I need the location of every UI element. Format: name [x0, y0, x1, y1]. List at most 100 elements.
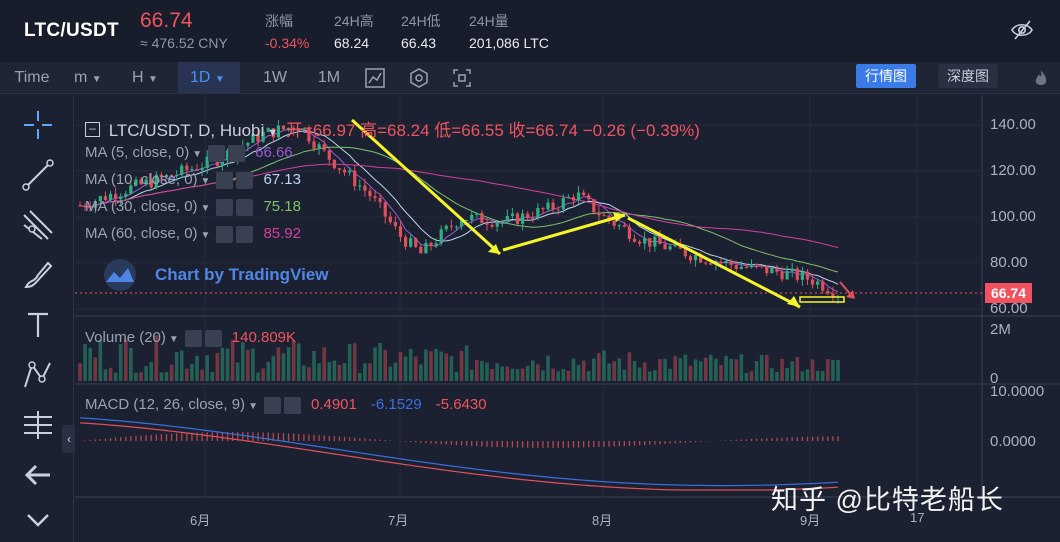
volume-bar [154, 335, 159, 381]
settings-gear-icon[interactable] [216, 198, 234, 216]
macd-signal-value: -6.1529 [370, 396, 422, 413]
candle-body [795, 268, 799, 280]
candle-body [200, 167, 204, 171]
volume-bar [179, 350, 184, 381]
volume-bar [490, 368, 494, 381]
candle-body [251, 134, 255, 143]
close-icon[interactable] [236, 225, 254, 243]
volume-tick: 2M [990, 321, 1011, 338]
candle-body [144, 179, 148, 185]
ma5-value: 66.66 [255, 144, 293, 161]
back-arrow-icon[interactable] [20, 457, 56, 493]
volume-bar [729, 358, 733, 381]
volume-bar [220, 347, 225, 381]
candle-body [368, 190, 372, 197]
settings-gear-icon[interactable] [263, 396, 281, 414]
candle-body [439, 229, 443, 244]
hide-eye-icon[interactable] [1010, 18, 1034, 42]
volume-bar [230, 339, 235, 381]
interval-minutes[interactable]: m ▼ [64, 62, 110, 93]
collapse-sidebar-button[interactable]: ‹ [62, 425, 76, 453]
measure-tool-icon[interactable] [20, 407, 56, 443]
volume-bar [520, 368, 525, 381]
volume-bar [205, 355, 209, 381]
volume-bar [103, 369, 108, 381]
candle-body [190, 169, 194, 171]
chevron-down-icon[interactable]: ▼ [200, 230, 211, 241]
volume-bar [98, 339, 103, 381]
candle-body [515, 213, 520, 224]
candle-body [93, 201, 97, 208]
trend-line-icon[interactable] [20, 157, 56, 193]
volume-bar [597, 353, 601, 381]
chevron-down-icon[interactable]: ▼ [200, 176, 211, 187]
candle-body [663, 244, 667, 250]
candle-body [388, 216, 392, 222]
candle-body [114, 193, 118, 200]
text-tool-icon[interactable] [20, 307, 56, 343]
close-icon[interactable] [204, 329, 222, 347]
close-icon[interactable] [228, 144, 246, 162]
chevron-down-icon[interactable]: ▼ [200, 203, 211, 214]
ma10-value: 67.13 [263, 171, 301, 188]
interval-1w[interactable]: 1W [263, 69, 287, 86]
candle-body [475, 213, 479, 215]
volume-bar [149, 361, 154, 381]
volume-bar [251, 348, 255, 381]
pair-name[interactable]: LTC/USDT [24, 20, 119, 41]
volume-bar [612, 361, 616, 381]
candle-body [800, 271, 804, 280]
candle-body [658, 236, 662, 245]
collapse-legend-icon[interactable]: – [85, 122, 100, 138]
candle-body [292, 127, 296, 131]
price-chart[interactable] [75, 95, 1060, 542]
indicator-chart-icon[interactable] [364, 67, 386, 89]
settings-gear-icon[interactable] [184, 329, 202, 347]
fork-tool-icon[interactable] [20, 207, 56, 243]
tab-market-chart[interactable]: 行情图 [856, 64, 916, 88]
brush-icon[interactable] [20, 257, 56, 293]
volume-bar [113, 372, 118, 381]
settings-gear-icon[interactable] [216, 171, 234, 189]
macd-line [79, 417, 839, 487]
candle-body [790, 268, 794, 272]
volume-bar [185, 368, 189, 381]
volume-bar [622, 369, 627, 381]
close-icon[interactable] [236, 171, 254, 189]
candle-body [597, 212, 601, 216]
settings-gear-icon[interactable] [208, 144, 226, 162]
candle-body [266, 128, 270, 132]
volume-bar [129, 347, 133, 381]
flame-icon[interactable] [1030, 68, 1052, 90]
tab-depth-chart[interactable]: 深度图 [938, 64, 998, 88]
volume-bar [749, 371, 754, 381]
candle-body [785, 271, 789, 280]
close-icon[interactable] [236, 198, 254, 216]
volume-bar [286, 347, 291, 381]
pattern-tool-icon[interactable] [20, 357, 56, 393]
chevron-down-icon[interactable]: ▼ [168, 334, 179, 345]
close-icon[interactable] [283, 396, 301, 414]
crosshair-icon[interactable] [20, 107, 56, 143]
interval-1d[interactable]: 1D ▼ [178, 62, 240, 93]
candle-body [78, 205, 82, 207]
volume-bar [714, 358, 718, 381]
candle-body [286, 127, 291, 130]
ohlc-values: 开=66.97 高=68.24 低=66.55 收=66.74 −0.26 (−… [285, 121, 700, 140]
chevron-down-icon[interactable]: ▼ [192, 149, 203, 160]
candle-body [169, 174, 174, 177]
volume-bar [546, 355, 550, 381]
chevron-down-icon: ▼ [91, 74, 102, 85]
screenshot-icon[interactable] [451, 67, 473, 89]
interval-1m[interactable]: 1M [317, 69, 341, 86]
volume-bar [770, 368, 774, 381]
candle-body [281, 125, 286, 130]
chevron-down-icon[interactable]: ▼ [248, 401, 258, 412]
settings-gear-icon[interactable] [216, 225, 234, 243]
settings-gear-icon[interactable] [408, 67, 430, 89]
candle-body [317, 144, 321, 149]
candle-body [332, 159, 336, 169]
interval-time[interactable]: Time [14, 69, 50, 86]
chevron-down-icon[interactable] [20, 503, 56, 539]
interval-hours[interactable]: H ▼ [122, 62, 168, 93]
